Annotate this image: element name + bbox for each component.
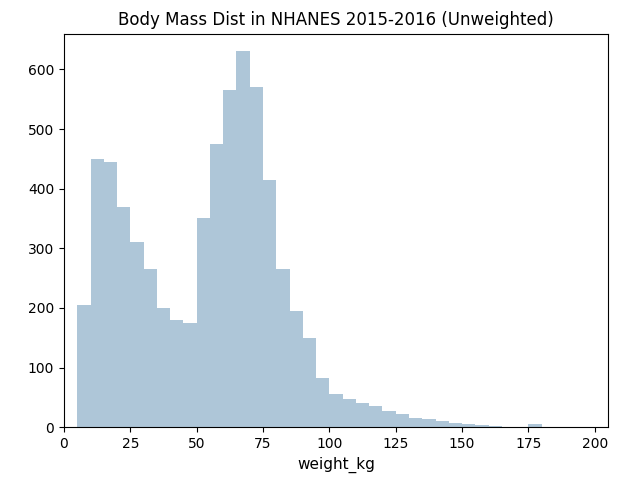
Bar (157, 308, 170, 427)
Bar (117, 206, 131, 427)
Bar (237, 51, 250, 427)
Bar (184, 323, 196, 427)
Bar (383, 410, 396, 427)
X-axis label: weight_kg: weight_kg (297, 456, 375, 473)
Title: Body Mass Dist in NHANES 2015-2016 (Unweighted): Body Mass Dist in NHANES 2015-2016 (Unwe… (118, 11, 554, 29)
Bar (143, 269, 157, 427)
Bar (104, 162, 117, 427)
Bar (90, 159, 104, 427)
Bar (263, 180, 276, 427)
Bar (488, 426, 502, 427)
Bar (276, 269, 289, 427)
Bar (449, 423, 462, 427)
Bar (396, 414, 409, 427)
Bar (170, 320, 184, 427)
Bar (131, 242, 143, 427)
Bar (369, 407, 383, 427)
Bar (330, 395, 342, 427)
Bar (409, 418, 422, 427)
Bar (77, 305, 90, 427)
Bar (422, 419, 435, 427)
Bar (529, 424, 541, 427)
Bar (223, 90, 237, 427)
Bar (476, 425, 488, 427)
Bar (250, 87, 263, 427)
Bar (356, 403, 369, 427)
Bar (210, 144, 223, 427)
Bar (462, 424, 476, 427)
Bar (196, 218, 210, 427)
Bar (316, 378, 330, 427)
Bar (342, 398, 356, 427)
Bar (303, 338, 316, 427)
Bar (289, 311, 303, 427)
Bar (435, 421, 449, 427)
